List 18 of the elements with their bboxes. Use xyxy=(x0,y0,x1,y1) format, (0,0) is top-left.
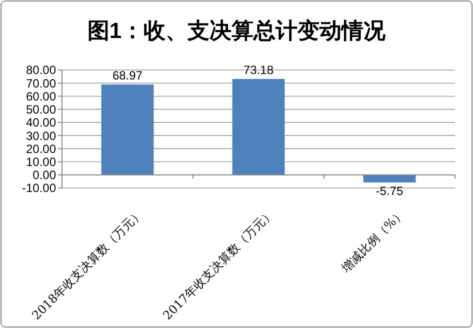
y-tick-label: 70.00 xyxy=(26,76,56,90)
y-tick-label: 0.00 xyxy=(32,168,56,182)
data-label: -5.75 xyxy=(376,184,404,198)
y-tick-label: 20.00 xyxy=(26,142,56,156)
y-tick-label: 60.00 xyxy=(26,89,56,104)
y-tick-label: -10.00 xyxy=(22,181,56,196)
bar xyxy=(363,174,416,182)
y-tick-label: 40.00 xyxy=(26,116,56,130)
chart-title: 图1：收、支决算总计变动情况 xyxy=(87,18,387,43)
y-tick-label: 30.00 xyxy=(26,128,56,143)
y-tick-label: 80.00 xyxy=(26,63,56,78)
y-tick-label: 10.00 xyxy=(26,154,56,169)
bar xyxy=(101,84,154,175)
data-label: 73.18 xyxy=(243,62,274,77)
x-tick-label: 增减比例（%） xyxy=(338,206,408,276)
y-tick-label: 50.00 xyxy=(26,102,56,117)
data-label: 68.97 xyxy=(112,68,143,82)
bar xyxy=(232,78,285,175)
